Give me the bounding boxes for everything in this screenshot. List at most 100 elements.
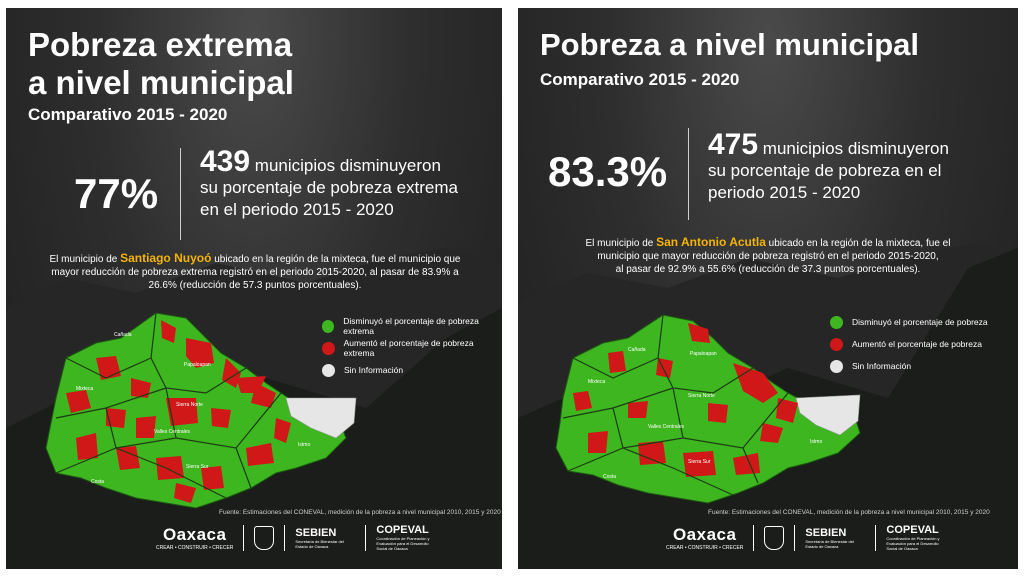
- copeval-logo: COPEVAL Coordinación de Planeación y Eva…: [886, 524, 946, 551]
- copeval-logo: COPEVAL Coordinación de Planeación y Eva…: [376, 524, 436, 551]
- region-label-mixteca: Mixteca: [588, 379, 605, 385]
- page-title: Pobreza a nivel municipal: [540, 27, 920, 62]
- legend-item-increase: Aumentó el porcentaje de pobreza: [830, 333, 988, 355]
- logo-divider: [875, 524, 877, 551]
- region-label-costa: Costa: [603, 474, 616, 480]
- legend-label: Aumentó el porcentaje de pobreza extrema: [343, 338, 474, 358]
- legend-label: Sin Información: [344, 365, 404, 375]
- stat-line-1: municipios disminuyeron: [762, 139, 949, 158]
- oaxaca-logo-text: Oaxaca: [672, 524, 737, 544]
- logos-bar: Oaxaca CREAR • CONSTRUIR • CRECER SEBIEN…: [666, 524, 946, 551]
- white-dot-icon: [830, 359, 843, 373]
- map-region-borders: [562, 314, 789, 496]
- copeval-name: COPEVAL: [376, 524, 429, 536]
- legend-label: Aumentó el porcentaje de pobreza: [852, 339, 982, 349]
- oaxaca-map: Cañada Papaloapan Mixteca Sierra Norte V…: [555, 314, 861, 504]
- region-label-istmo: Istmo: [298, 442, 310, 448]
- logo-divider: [284, 524, 286, 551]
- description: El municipio de Santiago Nuyoó ubicado e…: [20, 252, 490, 292]
- green-dot-icon: [830, 315, 843, 329]
- region-label-sierra-norte: Sierra Norte: [688, 393, 715, 399]
- municipality-highlight: Santiago Nuyoó: [120, 251, 212, 265]
- legend-item-increase: Aumentó el porcentaje de pobreza extrema: [322, 337, 502, 359]
- legend-label: Disminuyó el porcentaje de pobreza extre…: [343, 316, 479, 336]
- sebien-logo: SEBIEN Secretaría de Bienestar del Estad…: [805, 527, 865, 549]
- source-note: Fuente: Estimaciones del CONEVAL, medici…: [219, 509, 501, 516]
- stat-number: 439: [200, 145, 251, 178]
- map-no-info-shape: [285, 397, 357, 439]
- big-percentage: 83.3%: [548, 148, 668, 195]
- sebien-name: SEBIEN: [295, 526, 337, 539]
- oaxaca-logo-text: Oaxaca: [162, 524, 227, 544]
- copeval-name: COPEVAL: [886, 524, 939, 536]
- green-dot-icon: [322, 319, 335, 333]
- title-line-2: a nivel municipal: [28, 64, 294, 101]
- title-line-1: Pobreza extrema: [28, 26, 293, 63]
- region-label-mixteca: Mixteca: [76, 386, 93, 392]
- region-label-costa: Costa: [91, 479, 104, 485]
- logos-bar: Oaxaca CREAR • CONSTRUIR • CRECER SEBIEN…: [156, 524, 436, 551]
- stat-number: 475: [708, 128, 759, 161]
- oaxaca-tagline: CREAR • CONSTRUIR • CRECER: [666, 544, 744, 551]
- region-label-sierra-norte: Sierra Norte: [176, 402, 203, 408]
- desc-line-1: ubicado en la región de la mixteca, fue …: [768, 238, 951, 249]
- desc-line-1: ubicado en la región de la mixteca, fue …: [214, 254, 461, 265]
- legend-item-decrease: Disminuyó el porcentaje de pobreza: [830, 311, 988, 333]
- red-dot-icon: [830, 337, 843, 351]
- region-label-valles-centrales: Valles Centrales: [648, 424, 685, 430]
- oaxaca-tagline: CREAR • CONSTRUIR • CRECER: [156, 544, 234, 551]
- divider-line: [180, 148, 181, 240]
- state-seal-icon: [764, 525, 785, 550]
- copeval-subtitle: Coordinación de Planeación y Evaluación …: [376, 536, 430, 551]
- left-infographic: Pobreza extrema a nivel municipal Compar…: [6, 8, 502, 569]
- stat-line-3: periodo 2015 - 2020: [708, 183, 861, 202]
- subtitle: Comparativo 2015 - 2020: [28, 105, 228, 124]
- desc-pre: El municipio de: [49, 254, 118, 265]
- stat-line-3: en el periodo 2015 - 2020: [200, 200, 394, 219]
- stat-line-1: municipios disminuyeron: [254, 156, 441, 175]
- sebien-name: SEBIEN: [805, 526, 847, 539]
- oaxaca-map: Cañada Papaloapan Mixteca Sierra Norte V…: [45, 312, 357, 509]
- stat-text: 475 municipios disminuyeron su porcentaj…: [708, 130, 1008, 204]
- legend-item-no-info: Sin Información: [830, 355, 988, 377]
- subtitle: Comparativo 2015 - 2020: [540, 70, 740, 89]
- state-seal-icon: [254, 525, 275, 550]
- right-infographic: Pobreza a nivel municipal Comparativo 20…: [518, 8, 1018, 569]
- desc-line-3: 26.6% (reducción de 57.3 puntos porcentu…: [148, 280, 362, 291]
- description: El municipio de San Antonio Acutla ubica…: [548, 236, 988, 276]
- logo-divider: [753, 524, 755, 551]
- map-increase-areas: [66, 320, 291, 503]
- map-legend: Disminuyó el porcentaje de pobreza Aumen…: [830, 311, 988, 377]
- legend-item-no-info: Sin Información: [322, 359, 502, 381]
- source-note: Fuente: Estimaciones del CONEVAL, medici…: [708, 509, 990, 516]
- stat-text: 439 municipios disminuyeron su porcentaj…: [200, 147, 500, 221]
- copeval-subtitle: Coordinación de Planeación y Evaluación …: [886, 536, 940, 551]
- map-region-borders: [55, 312, 282, 499]
- desc-line-2: mayor reducción de pobreza extrema regis…: [51, 267, 459, 278]
- legend-label: Disminuyó el porcentaje de pobreza: [852, 317, 988, 327]
- map-no-info-shape: [795, 394, 861, 436]
- logo-divider: [243, 524, 245, 551]
- desc-line-3: al pasar de 92.9% a 55.6% (reducción de …: [615, 264, 921, 275]
- oaxaca-logo: Oaxaca CREAR • CONSTRUIR • CRECER: [156, 525, 233, 551]
- region-label-canada: Cañada: [114, 332, 132, 338]
- region-label-sierra-sur: Sierra Sur: [186, 464, 209, 470]
- red-dot-icon: [322, 341, 335, 355]
- big-percentage: 77%: [74, 170, 159, 217]
- white-dot-icon: [322, 363, 335, 377]
- stat-line-2: su porcentaje de pobreza en el: [708, 161, 942, 180]
- region-label-sierra-sur: Sierra Sur: [688, 459, 711, 465]
- region-label-valles-centrales: Valles Centrales: [154, 429, 191, 435]
- region-label-canada: Cañada: [628, 347, 646, 353]
- logo-divider: [794, 524, 796, 551]
- region-label-istmo: Istmo: [810, 439, 822, 445]
- oaxaca-logo: Oaxaca CREAR • CONSTRUIR • CRECER: [666, 525, 743, 551]
- legend-label: Sin Información: [852, 361, 912, 371]
- sebien-logo: SEBIEN Secretaría de Bienestar del Estad…: [295, 527, 355, 549]
- sebien-subtitle: Secretaría de Bienestar del Estado de Oa…: [805, 538, 854, 549]
- stat-line-2: su porcentaje de pobreza extrema: [200, 178, 458, 197]
- divider-line: [688, 128, 689, 220]
- region-label-papaloapan: Papaloapan: [690, 351, 717, 357]
- page-title: Pobreza extrema a nivel municipal: [28, 26, 294, 102]
- desc-pre: El municipio de: [585, 238, 654, 249]
